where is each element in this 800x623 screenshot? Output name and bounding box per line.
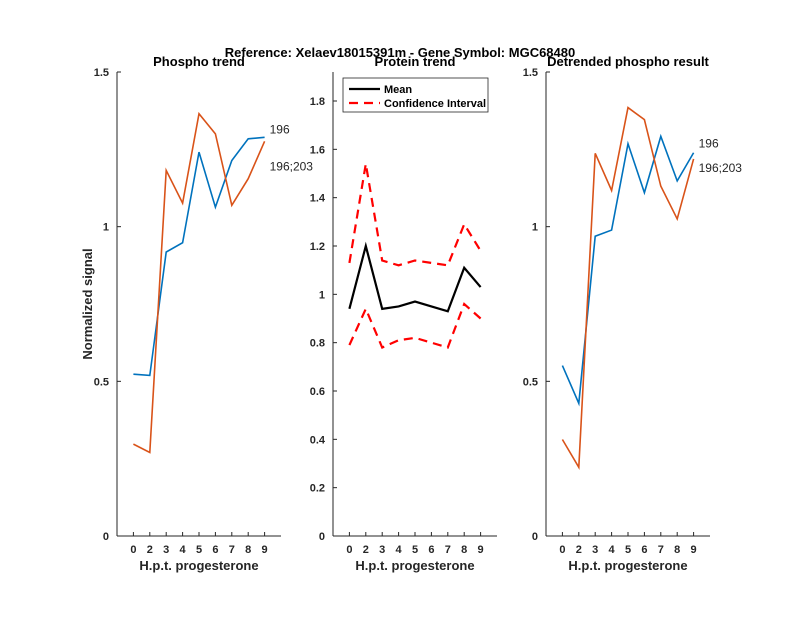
y-tick-label: 1 [103,222,109,234]
series-line-confidence-interval-upper [348,163,482,267]
legend-label: Confidence Interval [384,98,486,110]
axes-title: Protein trend [375,54,456,69]
x-tick-label: 4 [180,544,187,556]
y-tick-label: 1.8 [310,96,325,108]
series-line-196-203 [561,106,695,471]
series-line-196 [561,133,695,407]
series-line-196 [133,136,265,377]
x-tick-label: 0 [559,544,565,556]
y-tick-label: 1 [532,222,538,234]
x-tick-label: 6 [428,544,434,556]
x-tick-label: 3 [592,544,598,556]
series-line-confidence-interval-lower [348,302,482,349]
y-tick-label: 0.8 [310,338,325,350]
x-tick-label: 4 [609,544,616,556]
x-tick-label: 2 [363,544,369,556]
y-tick-label: 0 [532,531,538,543]
axes-title: Phospho trend [153,54,245,69]
series-end-label: 196 [699,137,719,151]
x-tick-label: 2 [147,544,153,556]
y-tick-label: 1.4 [310,193,326,205]
y-tick-label: 0 [103,531,109,543]
series-line-196-203 [133,111,266,454]
y-tick-label: 1.5 [523,67,538,79]
x-tick-label: 9 [262,544,268,556]
x-tick-label: 6 [641,544,647,556]
x-tick-label: 9 [691,544,697,556]
y-tick-label: 0.6 [310,386,325,398]
y-tick-label: 1.2 [310,241,325,253]
x-tick-label: 7 [229,544,235,556]
y-tick-label: 1 [319,289,325,301]
y-tick-label: 0.2 [310,483,325,495]
legend: Mean Confidence Interval [342,77,489,113]
x-tick-label: 5 [625,544,631,556]
x-tick-label: 6 [212,544,218,556]
axes-2: 00.20.40.60.811.21.41.61.80 2 3 4 5 6 7 8 9Prote… [310,54,497,573]
figure-suptitle: Reference: Xelaev18015391m - Gene Symbol… [225,45,575,60]
x-tick-label: 3 [163,544,169,556]
x-tick-label: 4 [396,544,403,556]
x-axis-label: H.p.t. progesterone [568,558,687,573]
series-end-label: 196;203 [699,161,743,175]
series-end-label: 196 [270,122,290,136]
x-tick-label: 7 [445,544,451,556]
x-tick-label: 8 [461,544,467,556]
y-tick-label: 0.4 [310,434,326,446]
x-tick-label: 8 [245,544,251,556]
x-tick-label: 3 [379,544,385,556]
x-tick-label: 7 [658,544,664,556]
x-tick-label: 0 [346,544,352,556]
x-tick-label: 9 [478,544,484,556]
x-tick-label: 0 [130,544,136,556]
y-axis-label: Normalized signal [80,248,95,359]
x-tick-label: 8 [674,544,680,556]
x-axis-label: H.p.t. progesterone [139,558,258,573]
y-tick-label: 0.5 [523,376,538,388]
x-axis-label: H.p.t. progesterone [355,558,474,573]
y-tick-label: 1.5 [94,67,109,79]
series-end-label: 196;203 [270,159,314,173]
x-tick-label: 2 [576,544,582,556]
y-tick-label: 0.5 [94,376,109,388]
x-tick-label: 5 [196,544,202,556]
legend-box [342,77,489,113]
axes-title: Detrended phospho result [547,54,709,69]
y-tick-label: 1.6 [310,144,325,156]
y-tick-label: 0 [319,531,325,543]
series-line-mean [348,241,482,313]
legend-label: Mean [384,84,412,96]
x-tick-label: 5 [412,544,418,556]
